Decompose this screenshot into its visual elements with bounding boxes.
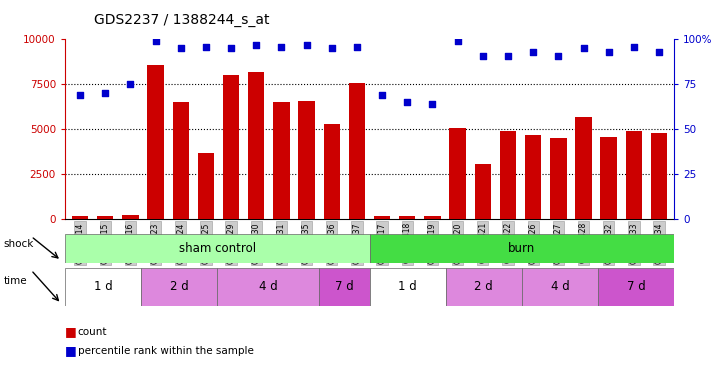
Text: sham control: sham control [179,242,256,255]
Bar [198,153,214,219]
Text: burn: burn [508,242,536,255]
Point [376,92,388,98]
Point [477,53,489,58]
Text: shock: shock [4,239,34,249]
Bar [298,100,315,219]
Bar [369,268,446,306]
Bar [319,268,369,306]
Text: 2 d: 2 d [474,280,493,293]
Text: time: time [4,276,27,286]
Point [150,38,162,44]
Point [74,92,86,98]
Point [653,49,665,55]
Bar [424,216,441,219]
Bar [122,215,138,219]
Text: ■: ■ [65,344,76,357]
Text: 4 d: 4 d [551,280,570,293]
Point [552,53,564,58]
Point [326,45,337,51]
Point [99,90,111,96]
Bar [248,72,265,219]
Point [603,49,614,55]
Bar [65,234,369,262]
Point [402,99,413,105]
Text: 7 d: 7 d [627,280,645,293]
Bar [598,268,674,306]
Bar [273,102,290,219]
Text: ■: ■ [65,326,76,338]
Bar [550,138,567,219]
Bar [172,102,189,219]
Point [351,44,363,50]
Text: 2 d: 2 d [169,280,188,293]
Bar [525,135,541,219]
Point [527,49,539,55]
Point [275,44,287,50]
Bar [97,216,113,219]
Text: count: count [78,327,107,337]
Point [578,45,589,51]
Bar [223,75,239,219]
Point [250,42,262,48]
Text: percentile rank within the sample: percentile rank within the sample [78,346,254,355]
Point [628,44,640,50]
Text: 4 d: 4 d [259,280,278,293]
Point [452,38,464,44]
Bar [399,216,415,219]
Bar [147,64,164,219]
Bar [449,128,466,219]
Bar [446,268,522,306]
Text: 7 d: 7 d [335,280,353,293]
Bar [474,164,491,219]
Point [175,45,187,51]
Bar [369,234,674,262]
Point [503,53,514,58]
Bar [626,131,642,219]
Text: 1 d: 1 d [94,280,112,293]
Text: GDS2237 / 1388244_s_at: GDS2237 / 1388244_s_at [94,13,269,27]
Point [427,101,438,107]
Bar [500,131,516,219]
Bar [374,216,390,219]
Bar [217,268,319,306]
Bar [522,268,598,306]
Bar [72,216,88,219]
Bar [65,268,141,306]
Point [225,45,236,51]
Bar [575,117,592,219]
Bar [601,136,617,219]
Bar [324,124,340,219]
Text: 1 d: 1 d [398,280,417,293]
Point [200,44,212,50]
Point [125,81,136,87]
Bar [141,268,217,306]
Point [301,42,312,48]
Bar [349,82,365,219]
Bar [651,133,667,219]
